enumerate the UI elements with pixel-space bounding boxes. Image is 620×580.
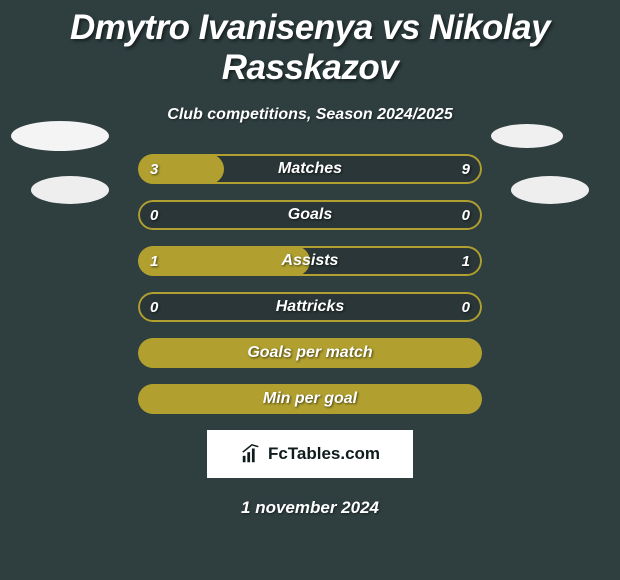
stat-label: Min per goal [138, 384, 482, 414]
stat-value-right: 0 [450, 292, 482, 322]
stat-label: Goals per match [138, 338, 482, 368]
stat-row: Hattricks0 0 [138, 292, 482, 322]
decorative-ellipse [11, 121, 109, 151]
page-title: Dmytro Ivanisenya vs Nikolay Rasskazov [0, 0, 620, 88]
logo-icon [240, 443, 262, 465]
stat-value-right: 0 [450, 200, 482, 230]
date: 1 november 2024 [0, 498, 620, 518]
stat-value-left: 0 [138, 292, 170, 322]
decorative-ellipse [511, 176, 589, 204]
stat-label: Hattricks [138, 292, 482, 322]
comparison-card: Dmytro Ivanisenya vs Nikolay Rasskazov C… [0, 0, 620, 580]
stat-row: Assists1 1 [138, 246, 482, 276]
stat-row: Min per goal [138, 384, 482, 414]
stat-value-right: 1 [450, 246, 482, 276]
fctables-logo: FcTables.com [207, 430, 413, 478]
stat-value-left: 3 [138, 154, 170, 184]
stat-row: Goals0 0 [138, 200, 482, 230]
decorative-ellipse [31, 176, 109, 204]
stat-row: Goals per match [138, 338, 482, 368]
stat-value-left: 0 [138, 200, 170, 230]
stat-label: Goals [138, 200, 482, 230]
decorative-ellipse [491, 124, 563, 148]
stat-label: Matches [138, 154, 482, 184]
stat-label: Assists [138, 246, 482, 276]
subtitle: Club competitions, Season 2024/2025 [0, 106, 620, 124]
logo-text: FcTables.com [268, 444, 380, 464]
stat-row: Matches3 9 [138, 154, 482, 184]
stat-value-right: 9 [450, 154, 482, 184]
stat-value-left: 1 [138, 246, 170, 276]
